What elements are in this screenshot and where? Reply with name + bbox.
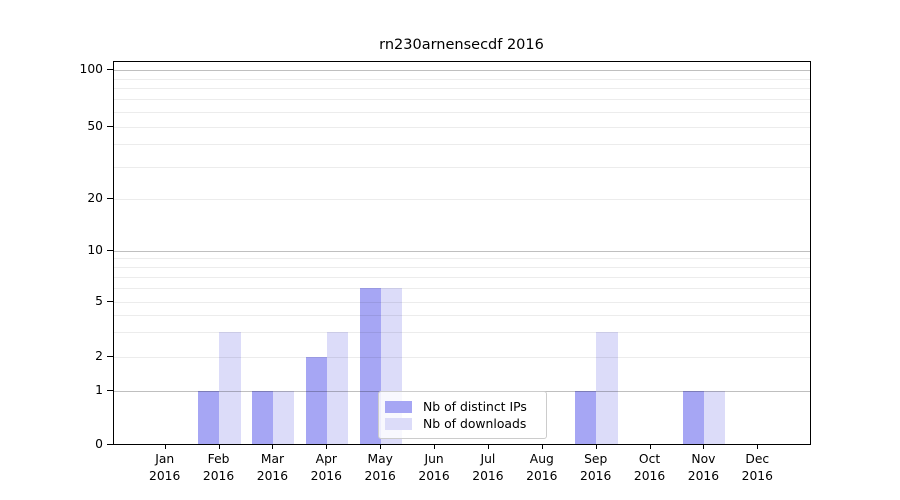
xtick-mark-feb [218, 444, 220, 449]
bar-distinct_ips-may-2016 [359, 288, 382, 444]
ytick-mark-50 [107, 125, 113, 127]
xtick-label-aug-2016: Aug 2016 [526, 452, 558, 483]
ytick-label-1: 1 [95, 382, 103, 397]
bar-downloads-feb-2016 [219, 332, 241, 444]
xtick-label-dec-2016: Dec 2016 [741, 452, 773, 483]
gridline-y-40 [114, 144, 810, 146]
xtick-mark-jan [164, 444, 166, 449]
xtick-mark-aug [541, 444, 543, 449]
gridline-y-90 [114, 78, 810, 80]
bar-distinct_ips-feb-2016 [198, 390, 220, 444]
xtick-label-oct-2016: Oct 2016 [633, 452, 666, 483]
xtick-label-feb-2016: Feb 2016 [202, 452, 235, 483]
bar-downloads-nov-2016 [703, 390, 726, 444]
legend-item-downloads: Nb of downloads [385, 415, 539, 432]
xtick-mark-mar [272, 444, 274, 449]
ytick-mark-0 [107, 443, 113, 445]
plot-area [113, 61, 811, 445]
gridline-y-60 [114, 111, 810, 113]
ytick-mark-20 [107, 198, 113, 199]
ytick-label-2: 2 [95, 348, 103, 363]
bar-distinct_ips-mar-2016 [251, 390, 274, 444]
ytick-mark-10 [107, 249, 113, 251]
bar-distinct_ips-sep-2016 [575, 390, 597, 444]
gridline-y-80 [114, 88, 810, 90]
gridline-y-20 [114, 199, 810, 200]
legend: Nb of distinct IPs Nb of downloads [378, 391, 547, 439]
legend-label-distinct-ips: Nb of distinct IPs [423, 399, 527, 414]
xtick-mark-sep [595, 444, 597, 449]
xtick-mark-oct [649, 444, 651, 449]
ytick-mark-100 [107, 69, 113, 70]
xtick-label-jun-2016: Jun 2016 [418, 452, 450, 483]
ytick-label-50: 50 [87, 118, 103, 133]
bar-downloads-mar-2016 [272, 390, 295, 444]
xtick-label-sep-2016: Sep 2016 [580, 452, 612, 483]
gridline-y-30 [114, 166, 810, 168]
gridline-y-8 [114, 266, 810, 268]
ytick-label-100: 100 [79, 62, 103, 76]
gridline-y-4 [114, 314, 810, 316]
ytick-label-5: 5 [95, 293, 103, 308]
bar-downloads-sep-2016 [596, 332, 618, 444]
xtick-mark-dec [757, 444, 759, 449]
xtick-mark-jun [434, 444, 436, 449]
gridline-y-5 [114, 301, 810, 303]
xtick-label-jul-2016: Jul 2016 [472, 452, 504, 483]
xtick-label-apr-2016: Apr 2016 [310, 452, 342, 483]
gridline-y-10 [114, 250, 810, 252]
legend-label-downloads: Nb of downloads [423, 416, 527, 431]
gridline-y-9 [114, 258, 810, 260]
bar-distinct_ips-apr-2016 [305, 356, 328, 444]
xtick-label-mar-2016: Mar 2016 [256, 452, 289, 483]
ytick-mark-1 [107, 389, 113, 391]
xtick-mark-may [380, 444, 382, 449]
xtick-mark-apr [326, 444, 328, 449]
xtick-label-may-2016: May 2016 [364, 452, 396, 483]
ytick-label-20: 20 [87, 191, 103, 205]
xtick-label-nov-2016: Nov 2016 [687, 452, 720, 483]
legend-swatch-downloads [385, 417, 412, 430]
gridline-y-6 [114, 288, 810, 290]
ytick-mark-5 [107, 300, 113, 302]
xtick-mark-jul [487, 444, 489, 449]
gridline-y-70 [114, 99, 810, 101]
xtick-mark-nov [703, 444, 705, 449]
ytick-label-0: 0 [95, 436, 103, 451]
gridline-y-50 [114, 126, 810, 128]
ytick-label-10: 10 [87, 242, 103, 257]
ytick-mark-2 [107, 355, 113, 357]
bar-distinct_ips-nov-2016 [682, 390, 705, 444]
gridline-y-100 [114, 70, 810, 71]
bar-downloads-apr-2016 [326, 332, 349, 444]
chart-title: rn230arnensecdf 2016 [379, 37, 544, 53]
legend-swatch-distinct-ips [385, 400, 412, 413]
xtick-label-jan-2016: Jan 2016 [149, 452, 181, 483]
gridline-y-7 [114, 276, 810, 278]
legend-item-distinct-ips: Nb of distinct IPs [385, 398, 539, 415]
